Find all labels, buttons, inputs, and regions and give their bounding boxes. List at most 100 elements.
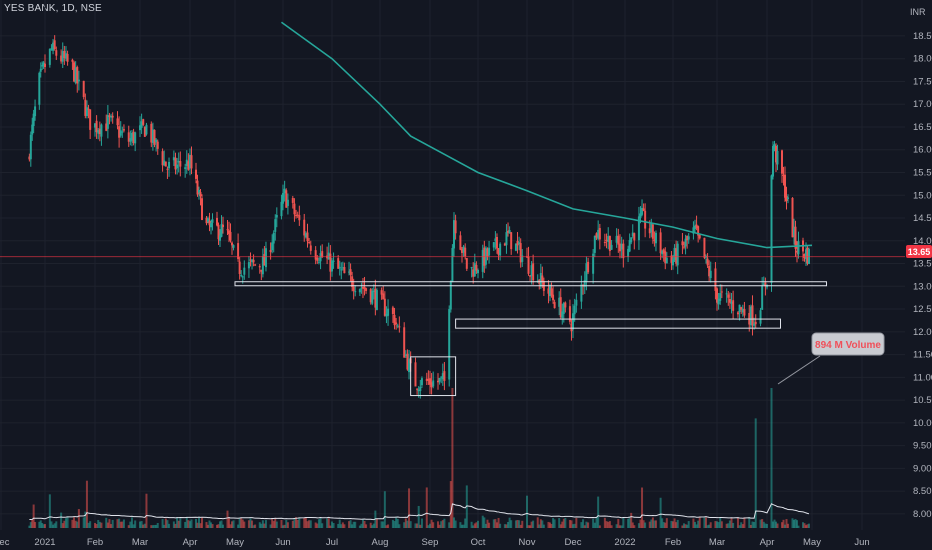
volume-bar [728, 520, 731, 528]
candle-body [725, 293, 728, 295]
candle-body [272, 232, 275, 244]
volume-bar [41, 522, 44, 528]
volume-bar [166, 520, 169, 528]
candle-body [610, 244, 613, 250]
candle-body [352, 286, 355, 292]
volume-bar [518, 520, 521, 528]
candle-body [639, 213, 642, 219]
x-tick-label: May [226, 537, 244, 548]
volume-bar [572, 524, 574, 528]
volume-bar [740, 522, 743, 528]
candle-body [728, 298, 731, 303]
volume-bar [317, 519, 320, 528]
volume-bar [697, 520, 700, 528]
volume-bar [76, 521, 79, 528]
candle-body [63, 50, 66, 59]
volume-bar [675, 522, 678, 528]
volume-bar [349, 520, 352, 528]
volume-bar [542, 524, 545, 528]
y-tick-label: 11.50 [913, 350, 932, 361]
volume-bar [692, 518, 695, 528]
candle-body [172, 157, 175, 161]
candle-body [130, 133, 133, 141]
x-tick-label: May [803, 537, 821, 548]
volume-bar [736, 517, 739, 528]
currency-label: INR [910, 7, 926, 17]
volume-bar [28, 525, 31, 528]
volume-bar [340, 524, 343, 528]
candle-body [559, 297, 562, 318]
candle-body [687, 236, 690, 240]
volume-bar [772, 521, 774, 528]
candle-body [238, 261, 241, 274]
volume-bar [794, 519, 797, 528]
candle-body [781, 150, 783, 174]
candle-body [570, 323, 573, 332]
volume-bar [73, 517, 76, 528]
volume-bar [314, 522, 317, 528]
candle-body [550, 288, 553, 296]
y-tick-label: 16.00 [913, 145, 932, 156]
volume-bar [316, 523, 319, 528]
candle-body [275, 214, 278, 218]
volume-bar [231, 521, 233, 528]
volume-bar [727, 523, 730, 528]
candle-body [539, 273, 542, 287]
volume-bar [32, 504, 35, 528]
candle-body [438, 377, 441, 382]
volume-bar [110, 524, 113, 528]
candle-body [74, 67, 77, 83]
volume-bar [738, 525, 741, 528]
candle-body [709, 270, 712, 279]
candle-body [716, 288, 718, 303]
candle-body [673, 247, 676, 260]
candle-body [598, 228, 601, 240]
y-tick-label: 13.50 [913, 259, 932, 270]
volume-bar [637, 523, 640, 528]
volume-bar [116, 519, 119, 528]
candle-body [686, 236, 689, 241]
volume-bar [155, 524, 158, 528]
x-tick-label: Aug [372, 537, 389, 548]
candle-body [593, 235, 596, 253]
candle-body [773, 144, 776, 148]
volume-bar [620, 525, 623, 528]
volume-bar [617, 519, 620, 528]
candle-body [285, 190, 288, 208]
candle-body [732, 300, 735, 311]
volume-bar [766, 523, 768, 528]
volume-bar [371, 525, 374, 528]
candlestick-series [28, 35, 810, 399]
candle-body [220, 224, 223, 237]
candle-body [168, 161, 171, 169]
volume-bar [241, 519, 244, 528]
volume-bar [529, 525, 532, 528]
volume-bar [332, 522, 335, 528]
volume-bar [593, 522, 596, 528]
candle-body [736, 312, 739, 315]
volume-bar [521, 520, 524, 528]
candle-body [269, 249, 272, 253]
y-tick-label: 17.50 [913, 76, 932, 87]
volume-bar [417, 505, 420, 528]
volume-bar [676, 519, 679, 528]
candle-body [398, 326, 401, 328]
candle-body [698, 234, 701, 239]
volume-bar [39, 520, 42, 528]
volume-bar [385, 525, 388, 528]
volume-bar [568, 519, 571, 528]
volume-bar [50, 521, 53, 528]
volume-bar [508, 517, 511, 528]
volume-bar [338, 519, 341, 528]
candle-body [552, 294, 555, 301]
candle-body [31, 124, 34, 135]
volume-bar [127, 525, 130, 528]
volume-bar [610, 525, 613, 528]
volume-bar [420, 518, 423, 528]
volume-bar [419, 524, 422, 528]
candle-body [283, 188, 286, 194]
annotation-callout[interactable] [811, 332, 885, 356]
candle-body [393, 314, 396, 326]
volume-bar [217, 524, 220, 528]
